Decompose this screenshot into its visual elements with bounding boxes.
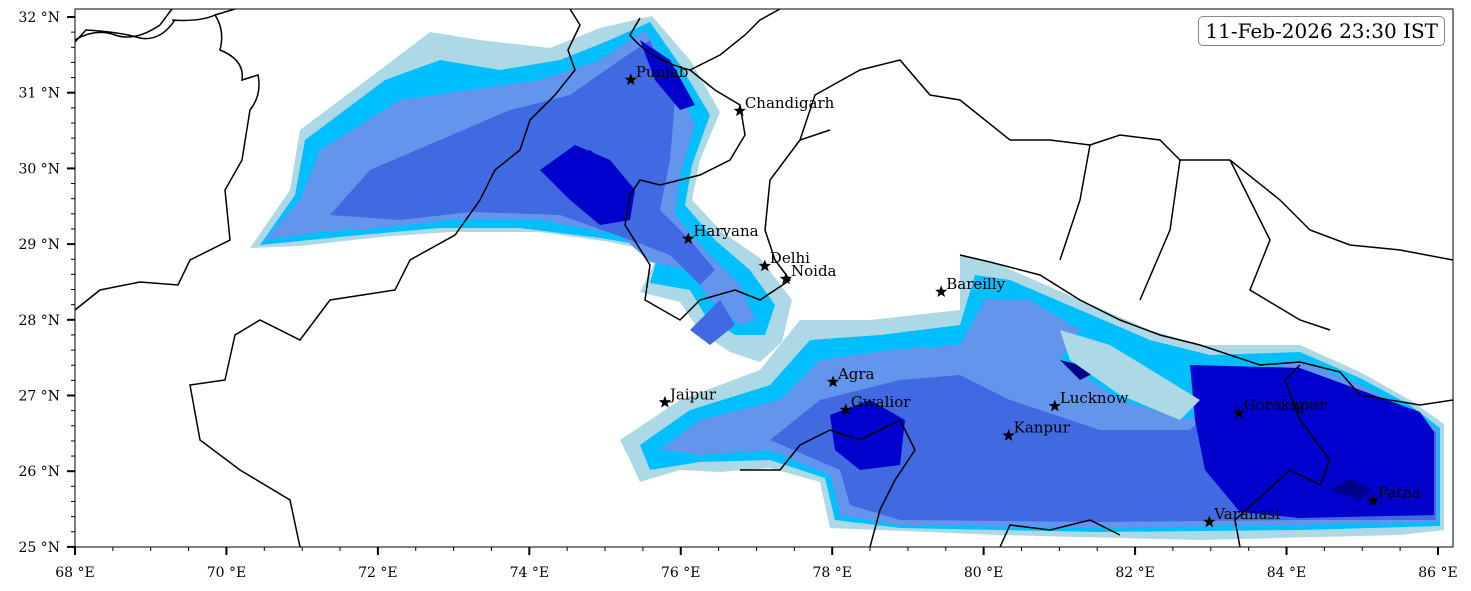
star-icon <box>624 73 637 86</box>
star-icon <box>1048 399 1061 412</box>
boundaries <box>75 9 1453 547</box>
city-label: Gwalior <box>851 393 911 411</box>
city-label: Agra <box>837 365 875 383</box>
city-delhi: Delhi <box>758 249 810 272</box>
city-gwalior: Gwalior <box>839 393 911 416</box>
y-tick-label: 32 °N <box>18 10 60 26</box>
y-tick-label: 30 °N <box>18 161 60 177</box>
star-icon <box>839 403 852 416</box>
city-punjab: Punjab <box>624 63 689 86</box>
star-icon <box>682 232 695 245</box>
y-tick-label: 28 °N <box>18 313 60 329</box>
x-tick-label: 86 °E <box>1418 565 1457 581</box>
y-tick-label: 26 °N <box>18 464 60 480</box>
star-icon <box>1366 494 1379 506</box>
star-icon <box>1232 406 1245 419</box>
city-kanpur: Kanpur <box>1002 419 1071 441</box>
city-label: Varanasi <box>1213 505 1280 523</box>
star-icon <box>1002 429 1015 441</box>
city-label: Noida <box>791 262 837 280</box>
x-tick-label: 76 °E <box>661 565 700 581</box>
city-label: Kanpur <box>1014 419 1071 437</box>
city-label: Chandigarh <box>745 94 835 112</box>
city-jaipur: Jaipur <box>658 385 717 408</box>
city-label: Patna <box>1378 484 1421 502</box>
city-patna: Patna <box>1366 484 1421 506</box>
y-tick-label: 25 °N <box>18 540 60 556</box>
axes: 68 °E 70 °E 72 °E 74 °E 76 °E 78 °E 80 °E 82 °E… <box>18 10 1457 581</box>
star-icon <box>1203 515 1216 528</box>
x-tick-label: 80 °E <box>964 565 1003 581</box>
city-gorakhpur: Gorakhpur <box>1232 396 1327 419</box>
fog-level-0-region <box>1060 330 1200 420</box>
city-haryana: Haryana <box>682 222 759 245</box>
x-tick-label: 70 °E <box>207 565 246 581</box>
city-label: Punjab <box>636 63 689 81</box>
city-label: Lucknow <box>1060 389 1129 407</box>
city-label: Jaipur <box>668 385 717 403</box>
fog-level-4-region <box>560 150 1434 518</box>
x-tick-label: 82 °E <box>1115 565 1154 581</box>
city-label: Gorakhpur <box>1244 396 1327 414</box>
fog-layers <box>250 16 1444 540</box>
y-tick-label: 31 °N <box>18 86 60 102</box>
map-frame <box>74 8 1454 548</box>
x-tick-label: 78 °E <box>812 565 851 581</box>
star-icon <box>779 272 793 285</box>
timestamp-label: 11-Feb-2026 23:30 IST <box>1198 16 1445 46</box>
city-varanasi: Varanasi <box>1203 505 1280 528</box>
x-tick-label: 72 °E <box>358 565 397 581</box>
star-icon <box>826 375 840 388</box>
city-agra: Agra <box>826 365 875 388</box>
star-icon <box>935 285 948 297</box>
city-chandigarh: Chandigarh <box>733 94 835 117</box>
star-icon <box>733 104 746 117</box>
city-label: Haryana <box>693 222 758 240</box>
city-lucknow: Lucknow <box>1048 389 1129 412</box>
y-tick-label: 29 °N <box>18 237 60 253</box>
city-noida: Noida <box>779 262 837 285</box>
x-tick-label: 68 °E <box>55 565 94 581</box>
star-icon <box>658 395 671 408</box>
y-tick-label: 27 °N <box>18 389 60 405</box>
city-label: Bareilly <box>946 275 1005 293</box>
x-tick-label: 74 °E <box>510 565 549 581</box>
city-label: Delhi <box>770 249 810 267</box>
fog-level-3-region <box>330 40 715 285</box>
city-bareilly: Bareilly <box>935 275 1006 297</box>
x-tick-label: 84 °E <box>1267 565 1306 581</box>
star-icon <box>758 259 771 272</box>
